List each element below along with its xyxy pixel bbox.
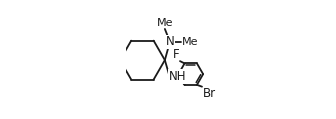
Text: Me: Me <box>157 18 173 28</box>
Text: N: N <box>166 35 174 48</box>
Text: NH: NH <box>169 70 186 83</box>
Text: Me: Me <box>182 37 199 47</box>
Text: F: F <box>173 48 179 61</box>
Text: Br: Br <box>202 87 216 100</box>
